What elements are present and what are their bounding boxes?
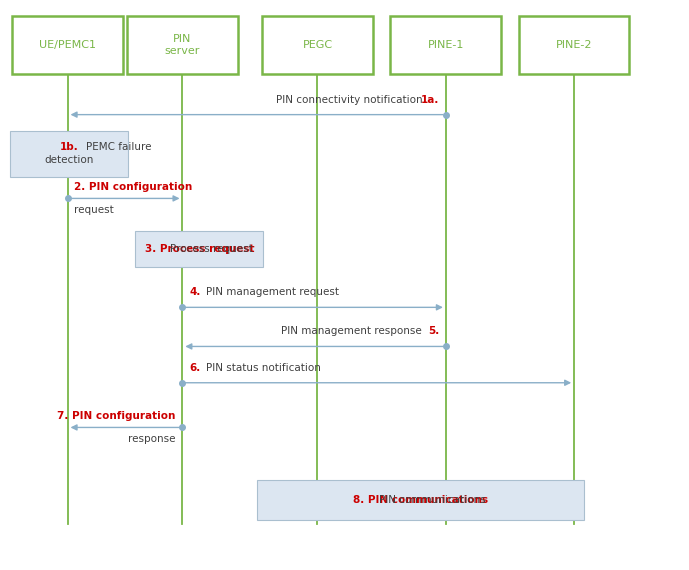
- FancyBboxPatch shape: [10, 131, 128, 177]
- Text: detection: detection: [45, 156, 94, 165]
- Text: 1b.: 1b.: [60, 142, 79, 152]
- Text: 7. PIN configuration: 7. PIN configuration: [57, 411, 176, 421]
- FancyBboxPatch shape: [519, 16, 630, 74]
- FancyBboxPatch shape: [391, 16, 501, 74]
- Text: 3. Process request: 3. Process request: [145, 244, 254, 254]
- FancyBboxPatch shape: [262, 16, 373, 74]
- Text: Process request: Process request: [157, 244, 253, 254]
- Text: 8. PIN communications: 8. PIN communications: [353, 495, 488, 505]
- Text: 6.: 6.: [189, 363, 200, 373]
- FancyBboxPatch shape: [257, 480, 584, 520]
- Text: PIN
server: PIN server: [165, 34, 200, 56]
- Text: UE/PEMC1: UE/PEMC1: [39, 40, 96, 50]
- Text: 4.: 4.: [189, 287, 200, 298]
- Text: 5.: 5.: [428, 327, 439, 336]
- Text: PINE-2: PINE-2: [556, 40, 593, 50]
- Text: request: request: [74, 205, 114, 215]
- Text: PIN management request: PIN management request: [206, 287, 339, 298]
- Text: PEMC failure: PEMC failure: [86, 142, 152, 152]
- Text: PIN communications: PIN communications: [366, 495, 486, 505]
- Text: PIN status notification: PIN status notification: [206, 363, 321, 373]
- Text: 1a.: 1a.: [421, 95, 439, 104]
- FancyBboxPatch shape: [127, 16, 238, 74]
- Text: PEGC: PEGC: [302, 40, 333, 50]
- Text: PIN management response: PIN management response: [281, 327, 422, 336]
- Text: 2. PIN configuration: 2. PIN configuration: [74, 182, 193, 192]
- Text: PIN connectivity notification: PIN connectivity notification: [276, 95, 422, 104]
- FancyBboxPatch shape: [135, 230, 263, 267]
- Text: response: response: [128, 434, 176, 444]
- Text: PINE-1: PINE-1: [428, 40, 464, 50]
- FancyBboxPatch shape: [12, 16, 123, 74]
